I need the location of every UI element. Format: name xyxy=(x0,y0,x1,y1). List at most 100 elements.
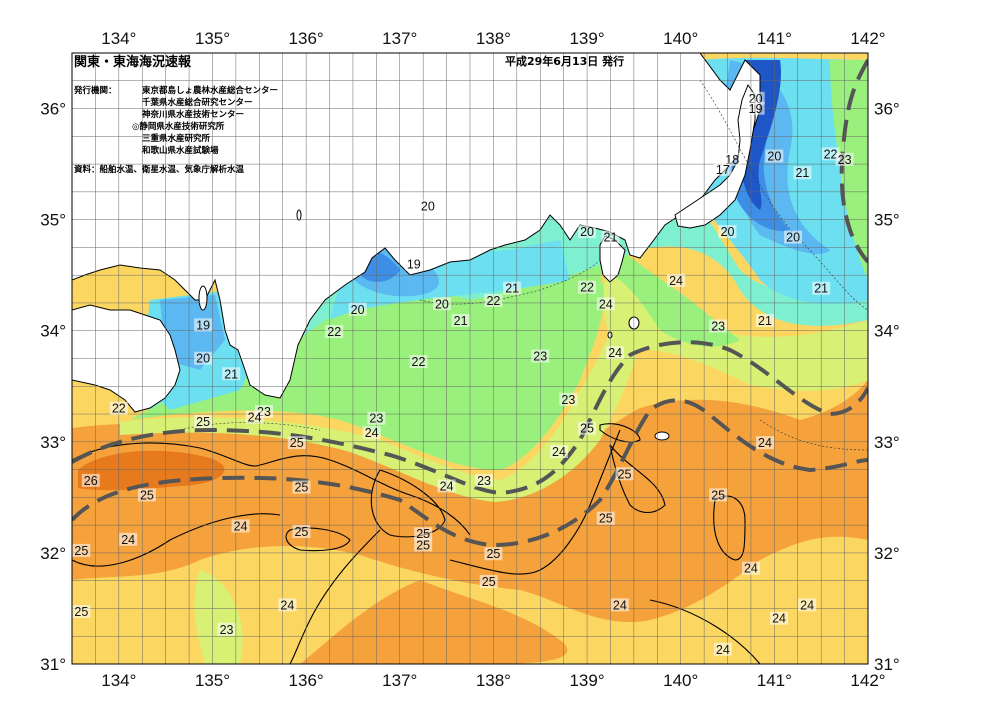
latitude-tick-label: 32° xyxy=(874,544,900,563)
temperature-label-bg xyxy=(81,473,100,487)
latitude-ticks-left: 36° 35° 34° 33° 32° 31° xyxy=(40,100,66,674)
longitude-tick-label: 138° xyxy=(476,29,511,48)
issuer-item: 和歌山県水産試験場 xyxy=(142,145,219,156)
longitude-tick-label: 139° xyxy=(569,671,604,690)
temperature-label: 24 xyxy=(716,643,730,657)
temperature-label: 21 xyxy=(604,231,618,245)
longitude-tick-label: 134° xyxy=(101,29,136,48)
temperature-label-bg xyxy=(217,622,236,636)
temperature-label: 19 xyxy=(196,318,210,332)
temperature-label-bg xyxy=(615,467,634,481)
issuer-item: 神奈川県水産技術センター xyxy=(142,109,244,120)
longitude-ticks-top: 134° 135° 136° 137° 138° 139° 140° 141° 142° xyxy=(101,29,885,48)
issuers-label: 発行機関： xyxy=(73,85,117,96)
temperature-label: 24 xyxy=(613,598,627,612)
temperature-label-bg xyxy=(325,325,344,339)
temperature-label: 22 xyxy=(412,355,426,369)
isotherm-line xyxy=(599,423,641,443)
temperature-label: 25 xyxy=(294,525,308,539)
temperature-label-bg xyxy=(709,488,728,502)
temperature-label-bg xyxy=(770,611,789,625)
longitude-tick-label: 135° xyxy=(195,29,230,48)
temperature-label-bg xyxy=(549,445,568,459)
temperature-label-bg xyxy=(194,351,213,365)
temperature-label: 21 xyxy=(758,314,772,328)
temperature-label-bg xyxy=(755,313,774,327)
issue-date: 平成29年6月13日 発行 xyxy=(505,54,624,68)
temperature-label-bg xyxy=(798,598,817,612)
temperature-label-bg xyxy=(606,346,625,360)
longitude-tick-label: 136° xyxy=(289,671,324,690)
temperature-label: 23 xyxy=(561,393,575,407)
temperature-label: 22 xyxy=(486,294,500,308)
temperature-label-bg xyxy=(414,538,433,552)
temperature-label: 25 xyxy=(140,488,154,502)
temperature-label-bg xyxy=(484,293,503,307)
temperature-label: 23 xyxy=(477,474,491,488)
temperature-label-bg xyxy=(559,392,578,406)
temperature-label: 25 xyxy=(416,527,430,541)
isotherm-line xyxy=(289,529,381,664)
temperature-label: 25 xyxy=(74,605,88,619)
land-hachijojima xyxy=(654,431,670,441)
temperature-label: 24 xyxy=(599,297,613,311)
temperature-label: 22 xyxy=(112,402,126,416)
land-boso xyxy=(674,83,756,229)
latitude-tick-label: 34° xyxy=(40,322,66,341)
temperature-label: 24 xyxy=(669,274,683,288)
temperature-label-bg xyxy=(409,355,428,369)
temperature-label-bg xyxy=(414,527,433,541)
temp-zone-22-east xyxy=(830,60,868,280)
temperature-label-bg xyxy=(667,273,686,287)
temperature-label-bg xyxy=(194,415,213,429)
temperature-label: 25 xyxy=(618,467,632,481)
temperature-label-bg xyxy=(362,426,381,440)
temperature-label: 20 xyxy=(580,225,594,239)
temperature-label-bg xyxy=(596,297,615,311)
temperature-label: 23 xyxy=(711,320,725,334)
temperature-label-bg xyxy=(601,230,620,244)
map-frame xyxy=(71,52,869,665)
temperature-label: 24 xyxy=(121,533,135,547)
temperature-label-bg xyxy=(194,318,213,332)
longitude-tick-label: 142° xyxy=(850,671,885,690)
temperature-label-bg xyxy=(503,281,522,295)
temperature-label: 25 xyxy=(290,436,304,450)
longitude-tick-label: 141° xyxy=(757,671,792,690)
issuer-item: 東京都島しょ農林水産総合センター xyxy=(142,85,278,96)
temperature-label-bg xyxy=(713,162,732,176)
temperature-label-bg xyxy=(746,101,765,115)
temperature-label: 20 xyxy=(767,150,781,164)
temperature-label-bg xyxy=(746,91,765,105)
temperature-label-bg xyxy=(821,147,840,161)
latitude-tick-label: 35° xyxy=(40,211,66,230)
temperature-label: 24 xyxy=(552,445,566,459)
temp-zone-25-south xyxy=(300,580,568,664)
temperature-label-bg xyxy=(578,225,597,239)
temperature-label: 24 xyxy=(234,519,248,533)
temp-zone-22 xyxy=(130,250,740,470)
temperature-label: 20 xyxy=(721,225,735,239)
temperature-label: 21 xyxy=(224,367,238,381)
temperature-label: 25 xyxy=(294,481,308,495)
temperature-label-bg xyxy=(222,367,241,381)
temperature-label-bg xyxy=(723,152,742,166)
temp-zone-23-south xyxy=(194,570,243,664)
land-island-small-b xyxy=(607,331,613,339)
latitude-tick-label: 33° xyxy=(40,433,66,452)
temperature-label-bg xyxy=(765,149,784,163)
temperature-label: 25 xyxy=(196,415,210,429)
temperature-label-bg xyxy=(812,281,831,295)
longitude-tick-label: 137° xyxy=(382,671,417,690)
temperature-label-bg xyxy=(709,319,728,333)
latitude-tick-label: 34° xyxy=(874,322,900,341)
temperature-label-bg xyxy=(437,479,456,493)
temperature-label: 25 xyxy=(599,512,613,526)
temperature-label-bg xyxy=(479,575,498,589)
longitude-ticks-bottom: 134° 135° 136° 137° 138° 139° 140° 141° 142° xyxy=(101,671,885,690)
longitude-tick-label: 138° xyxy=(476,671,511,690)
isotherm-line xyxy=(449,429,621,575)
temperature-label: 23 xyxy=(533,350,547,364)
temperature-label: 19 xyxy=(407,257,421,271)
